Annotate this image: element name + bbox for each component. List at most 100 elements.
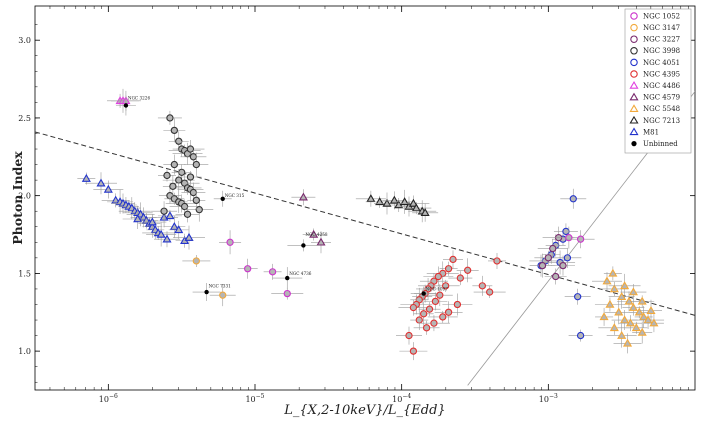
unbinned-point [421, 291, 426, 296]
ngc-4579-point [316, 237, 326, 246]
ngc-5548-point [628, 287, 638, 296]
point-annotation: NGC 3226 [128, 95, 151, 100]
ngc-5548-point [622, 338, 633, 347]
m81-point [111, 195, 121, 204]
legend-marker [630, 12, 638, 20]
ngc-3998-point [195, 206, 203, 214]
x-tick-label: 10−3 [539, 393, 558, 404]
m81-point [133, 214, 143, 223]
point-annotation: NGC 1097 [426, 287, 449, 292]
ngc-3998-point [166, 114, 174, 122]
ngc-3998-point [189, 188, 198, 197]
unbinned-point [301, 243, 306, 248]
unbinned-point [204, 289, 209, 295]
ngc-7213-point [420, 208, 430, 217]
y-tick-label: 3.0 [18, 36, 31, 45]
ngc-4395-point [478, 282, 486, 290]
ngc-3998-point [160, 207, 168, 215]
legend-marker [629, 104, 639, 112]
point-annotation: NGC 7331 [209, 283, 232, 288]
ngc-4395-point [422, 324, 431, 332]
ngc-7213-point [382, 198, 392, 207]
ngc-3998-point [163, 171, 171, 180]
ngc-5548-point [634, 307, 644, 316]
ngc-3998-point [175, 176, 183, 184]
ngc-1052-point [268, 268, 277, 276]
ngc-5548-point [602, 276, 612, 285]
ngc-4395-point [405, 331, 413, 340]
ngc-4051-point [569, 195, 577, 203]
ngc-3998-point [186, 145, 195, 153]
m81-point [96, 178, 106, 187]
legend-marker [630, 47, 638, 55]
ngc-3998-point [180, 202, 189, 211]
axes: 1.0 1.5 2.0 2.5 3.0 10−6 10−5 10−4 10−3 [18, 6, 695, 404]
ngc-3227-point [538, 261, 547, 270]
ngc-3998-point [192, 196, 200, 204]
m81-point [103, 184, 113, 193]
ngc-3147-point [219, 291, 227, 299]
ngc-3227-point [544, 254, 552, 262]
m81-point [156, 229, 166, 238]
x-tick-label: 10−5 [245, 393, 264, 404]
ngc-3227-point [549, 244, 557, 253]
ngc-3998-point [170, 160, 178, 169]
legend-label: NGC 4395 [643, 70, 680, 78]
ngc-1052-point [283, 289, 291, 298]
ngc-5548-point [609, 323, 619, 332]
legend-marker [629, 81, 639, 89]
ngc-5548-point [609, 284, 619, 293]
y-tick-label: 1.5 [18, 269, 31, 278]
ngc-7213-point [389, 195, 399, 204]
legend-label: NGC 4579 [643, 94, 680, 102]
legend-label: NGC 4051 [643, 59, 680, 67]
x-axis-label: L_{X,2-10keV}/L_{Edd} [283, 403, 445, 418]
ngc-1052-point [576, 235, 585, 243]
x-tick-label: 10−4 [392, 393, 411, 404]
ngc-4395-point [442, 282, 450, 290]
ngc-4395-point [456, 274, 464, 282]
ngc-3998-point [170, 126, 178, 135]
plot-area [34, 5, 696, 391]
ngc-4395-point [430, 319, 438, 327]
ngc-4395-point [464, 266, 472, 274]
legend-label: NGC 4486 [643, 82, 681, 90]
ngc-4395-point [444, 265, 453, 273]
y-tick-label: 2.0 [18, 192, 31, 201]
ngc-5548-point [599, 312, 609, 321]
m81-point [81, 173, 91, 182]
ngc-5548-point [617, 292, 627, 300]
ngc-5548-point [637, 296, 647, 305]
ngc-4395-point [409, 303, 418, 312]
dashed-fit-line [35, 131, 695, 316]
ngc-4395-point [409, 347, 418, 355]
m81-point [169, 222, 179, 231]
ngc-3998-point [175, 137, 183, 145]
ngc-3998-point [178, 168, 186, 176]
ngc-4395-point [425, 305, 434, 313]
ngc-5548-point [608, 268, 618, 277]
ngc-1052-point [226, 238, 234, 246]
ngc-4395-point [493, 257, 501, 265]
ngc-3998-point [192, 160, 200, 169]
ngc-7213-point [400, 197, 410, 206]
ngc-5548-point [643, 315, 653, 324]
ngc-4579-point [309, 229, 319, 238]
legend-label: NGC 5548 [643, 105, 680, 113]
ngc-7213-point [408, 198, 418, 207]
legend-label: M81 [643, 128, 659, 136]
m81-point [184, 232, 194, 241]
legend: NGC 1052 NGC 3147 NGC 3227 NGC 3998 NGC 4051… [624, 8, 692, 154]
ngc-7213-point [411, 203, 421, 212]
m81-point [147, 217, 157, 226]
ngc-4395-point [436, 291, 444, 299]
y-axis-label: Photon Index [10, 151, 25, 245]
ngc-4395-point [449, 255, 457, 264]
point-annotation: NGC 4258 [305, 232, 328, 237]
y-tick-label: 2.5 [18, 114, 31, 123]
ngc-4051-point [563, 254, 572, 262]
ngc-3998-point [169, 182, 177, 190]
ngc-4051-point [576, 331, 585, 340]
legend-label: NGC 3998 [643, 47, 680, 55]
